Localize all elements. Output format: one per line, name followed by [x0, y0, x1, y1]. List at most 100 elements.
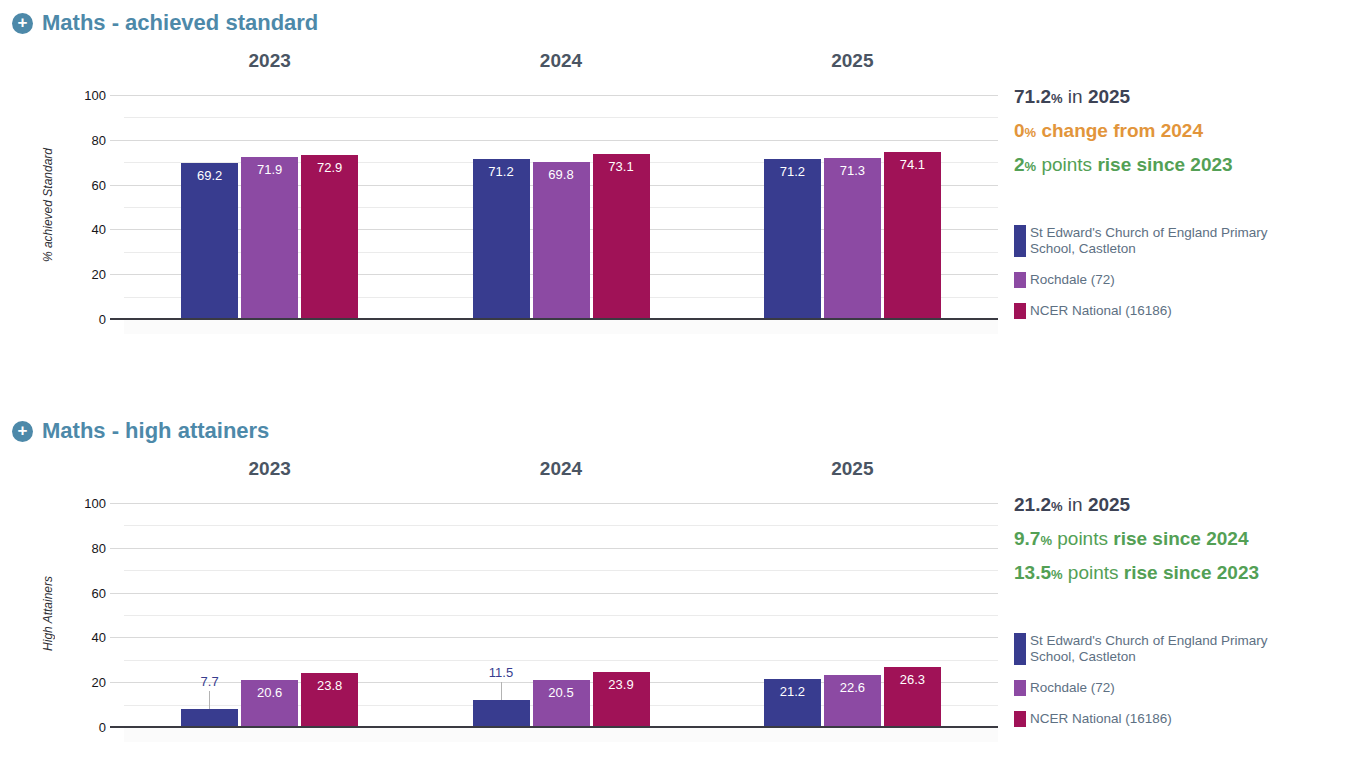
y-tick-label: 80 — [70, 133, 106, 149]
bar-value-label: 71.2 — [473, 164, 530, 179]
stat-rest: rise since 2023 — [1124, 562, 1259, 583]
section-header: + Maths - achieved standard — [12, 8, 1364, 38]
y-tick-label: 40 — [70, 630, 106, 646]
bar-chart: 20232024202569.271.271.271.969.871.372.9… — [12, 50, 1004, 330]
chart-side-panel: 71.2% in 20250% change from 20242% point… — [1014, 50, 1359, 334]
legend-swatch — [1014, 633, 1026, 665]
stat-rest: rise since 2024 — [1113, 528, 1248, 549]
bar-chart: 2023202420257.711.521.220.620.522.623.82… — [12, 458, 1004, 738]
gridline — [110, 95, 998, 96]
chart-side-panel: 21.2% in 20259.7% points rise since 2024… — [1014, 458, 1359, 742]
bar — [181, 163, 238, 318]
stat-line: 9.7% points rise since 2024 — [1014, 528, 1359, 551]
gridline — [110, 140, 998, 141]
legend-label: NCER National (16186) — [1030, 711, 1172, 727]
stat-mid: points — [1052, 528, 1113, 549]
stat-unit: % — [1051, 91, 1063, 106]
stat-rest: 2025 — [1088, 86, 1130, 107]
stat-rest: change from 2024 — [1041, 120, 1203, 141]
stat-line: 13.5% points rise since 2023 — [1014, 562, 1359, 585]
stat-num: 21.2 — [1014, 494, 1051, 515]
legend-item: St Edward's Church of England Primary Sc… — [1014, 633, 1359, 665]
gridline — [124, 570, 998, 571]
section-maths-achieved-standard: + Maths - achieved standard 2023 2024 2025… — [12, 8, 1364, 334]
bar-value-label: 20.5 — [533, 685, 590, 700]
stats-summary: 21.2% in 20259.7% points rise since 2024… — [1014, 494, 1359, 585]
stat-mid: points — [1036, 154, 1097, 175]
bar — [824, 158, 881, 318]
stat-num: 13.5 — [1014, 562, 1051, 583]
chart-legend: St Edward's Church of England Primary Sc… — [1014, 633, 1359, 727]
bar — [884, 152, 941, 318]
gridline — [110, 637, 998, 638]
legend-label: St Edward's Church of England Primary Sc… — [1030, 225, 1268, 257]
legend-swatch — [1014, 272, 1026, 288]
bar-value-label: 22.6 — [824, 680, 881, 695]
stat-rest: 2025 — [1088, 494, 1130, 515]
legend-label: Rochdale (72) — [1030, 680, 1115, 696]
legend-item: NCER National (16186) — [1014, 711, 1359, 727]
stat-unit: % — [1051, 567, 1063, 582]
y-tick-label: 20 — [70, 675, 106, 691]
bar-value-label: 72.9 — [301, 160, 358, 175]
stat-num: 71.2 — [1014, 86, 1051, 107]
year-label: 2025 — [762, 50, 942, 72]
bar — [593, 154, 650, 318]
bar — [533, 162, 590, 318]
stat-unit: % — [1040, 533, 1052, 548]
gridline — [110, 503, 998, 504]
bar — [473, 159, 530, 318]
legend-swatch — [1014, 225, 1026, 257]
y-tick-label: 100 — [70, 496, 106, 512]
chart-plot: 7.711.521.220.620.522.623.823.926.3 — [124, 498, 998, 728]
chart-row: 2023202420257.711.521.220.620.522.623.82… — [12, 458, 1364, 742]
stat-unit: % — [1051, 499, 1063, 514]
legend-swatch — [1014, 711, 1026, 727]
bar-value-label: 73.1 — [593, 159, 650, 174]
legend-item: Rochdale (72) — [1014, 272, 1359, 288]
y-tick-label: 60 — [70, 178, 106, 194]
year-label: 2023 — [180, 50, 360, 72]
gridline — [124, 117, 998, 118]
stats-summary: 71.2% in 20250% change from 20242% point… — [1014, 86, 1359, 177]
gridline — [110, 548, 998, 549]
bar — [473, 700, 530, 726]
label-leader-line — [501, 682, 502, 700]
bar — [301, 155, 358, 318]
bar-value-label: 20.6 — [241, 685, 298, 700]
bar-value-label: 69.2 — [181, 168, 238, 183]
y-tick-label: 100 — [70, 88, 106, 104]
y-tick-label: 0 — [70, 720, 106, 736]
legend-item: Rochdale (72) — [1014, 680, 1359, 696]
stat-mid: points — [1063, 562, 1124, 583]
bar-value-label: 26.3 — [884, 672, 941, 687]
stat-num: 0 — [1014, 120, 1025, 141]
legend-item: NCER National (16186) — [1014, 303, 1359, 319]
legend-item: St Edward's Church of England Primary Sc… — [1014, 225, 1359, 257]
legend-swatch — [1014, 680, 1026, 696]
bar-value-label: 71.2 — [764, 164, 821, 179]
label-leader-line — [209, 691, 210, 709]
y-tick-label: 60 — [70, 586, 106, 602]
gridline — [124, 660, 998, 661]
plus-circle-icon[interactable]: + — [12, 421, 33, 442]
stat-unit: % — [1025, 159, 1037, 174]
y-tick-label: 40 — [70, 222, 106, 238]
section-maths-high-attainers: + Maths - high attainers 2023202420257.7… — [12, 416, 1364, 742]
bar-value-label: 21.2 — [764, 684, 821, 699]
legend-swatch — [1014, 303, 1026, 319]
bar-value-label: 23.8 — [301, 678, 358, 693]
stat-num: 9.7 — [1014, 528, 1040, 549]
bar-value-label: 71.3 — [824, 163, 881, 178]
bar — [764, 159, 821, 318]
gridline — [110, 593, 998, 594]
section-title: Maths - high attainers — [42, 418, 269, 444]
bar-value-label: 69.8 — [533, 167, 590, 182]
plus-circle-icon[interactable]: + — [12, 13, 33, 34]
bar-value-label: 11.5 — [473, 665, 530, 680]
year-label: 2024 — [471, 50, 651, 72]
bar-value-label: 74.1 — [884, 157, 941, 172]
stat-unit: % — [1025, 125, 1037, 140]
y-tick-label: 80 — [70, 541, 106, 557]
y-axis-title-text: % achieved Standard — [41, 148, 55, 262]
